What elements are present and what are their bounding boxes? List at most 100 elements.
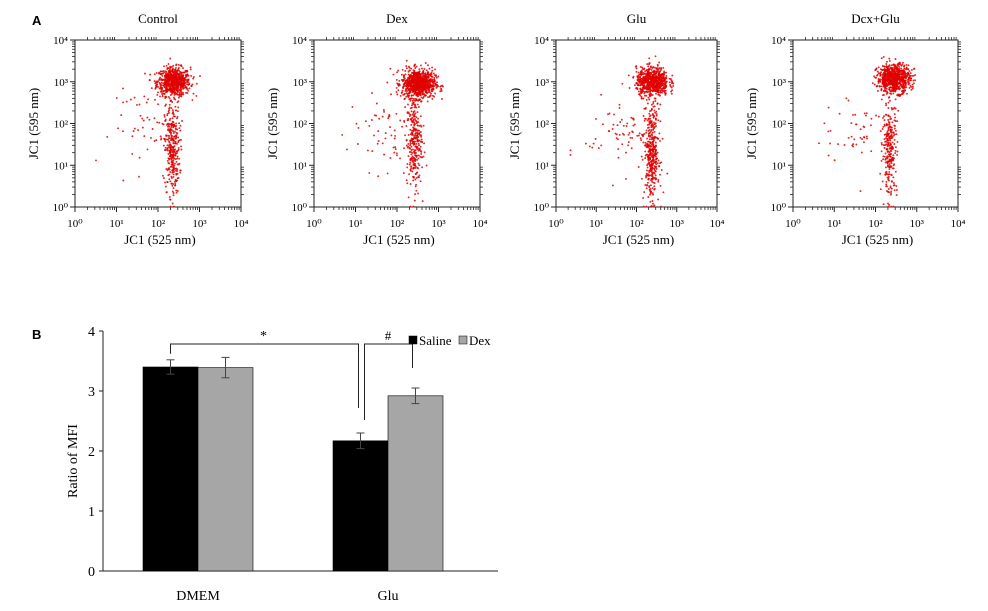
scatter-point: [175, 66, 177, 69]
scatter-point: [646, 164, 649, 167]
scatter-point: [394, 134, 397, 137]
scatter-point: [177, 63, 180, 66]
scatter-point: [398, 79, 401, 82]
scatter-point: [640, 133, 643, 136]
minor-ticks: [553, 37, 720, 210]
scatter-point: [626, 122, 629, 125]
scatter-point: [888, 59, 891, 62]
scatter-point: [660, 82, 663, 85]
scatter-point: [153, 140, 156, 142]
scatter-point: [164, 146, 167, 149]
scatter-point: [162, 92, 165, 95]
scatter-point: [422, 72, 425, 75]
scatter-point: [437, 75, 440, 78]
scatter-point: [641, 86, 644, 89]
scatter-point: [896, 150, 899, 153]
scatter-point: [120, 114, 123, 117]
scatter-point: [888, 168, 891, 171]
scatter-point: [170, 82, 173, 85]
scatter-point: [410, 129, 413, 132]
scatter-point: [652, 155, 655, 158]
scatter-point: [894, 58, 897, 60]
scatter-point: [400, 73, 403, 76]
scatter-point: [420, 135, 423, 138]
minor-ticks: [311, 37, 483, 210]
x-tick-label: 10²: [629, 218, 644, 230]
scatter-point: [882, 125, 885, 128]
scatter-point: [894, 149, 897, 152]
scatter-point: [405, 82, 408, 85]
scatter-point: [886, 130, 889, 133]
scatter-point: [387, 117, 390, 120]
scatter-point: [150, 87, 153, 90]
scatter-point: [142, 119, 145, 122]
scatter-point: [162, 177, 165, 180]
scatter-point: [887, 119, 890, 121]
scatter-point: [885, 104, 888, 107]
scatter-point: [871, 82, 874, 85]
scatter-point: [175, 122, 178, 125]
scatter-point: [903, 72, 906, 75]
scatter-point: [631, 117, 634, 120]
scatter-point: [883, 65, 886, 68]
scatter-point: [900, 92, 903, 95]
scatter-point: [410, 165, 413, 168]
scatter-point: [409, 90, 412, 93]
scatter-point: [620, 118, 623, 121]
scatter-point: [414, 173, 417, 176]
scatter-point: [133, 96, 136, 99]
scatter-point: [888, 137, 891, 140]
x-tick-label: 10⁰: [785, 218, 801, 230]
scatter-point: [627, 141, 630, 143]
scatter-point: [890, 162, 893, 165]
scatter-point: [420, 86, 423, 89]
scatter-point: [650, 82, 653, 85]
scatter-point: [643, 81, 646, 83]
scatter-point: [649, 68, 651, 70]
scatter-point: [171, 85, 174, 88]
scatter-point: [892, 77, 895, 80]
scatter-point: [409, 142, 412, 145]
scatter-point: [404, 134, 407, 137]
scatter-point: [652, 100, 655, 103]
scatter-point: [161, 78, 164, 81]
scatter-point: [402, 78, 405, 81]
scatter-point: [157, 103, 159, 106]
scatter-point: [411, 104, 413, 107]
scatter-point: [172, 175, 175, 178]
scatter-point: [182, 91, 185, 94]
scatter-point: [894, 78, 897, 81]
scatter-point: [170, 107, 173, 110]
scatter-point: [178, 91, 181, 94]
scatter-point: [165, 86, 168, 89]
scatter-point: [165, 103, 167, 106]
scatter-point: [408, 69, 411, 72]
scatter-point: [883, 119, 886, 122]
scatter-point: [406, 90, 408, 93]
scatter-point: [159, 76, 162, 79]
scatter-point: [413, 152, 416, 155]
scatter-point: [407, 88, 410, 91]
scatter-point: [178, 162, 181, 165]
scatter-point: [637, 134, 640, 137]
scatter-point: [188, 87, 191, 90]
scatter-point: [441, 98, 443, 100]
scatter-point: [402, 172, 405, 175]
scatter-point: [887, 79, 890, 82]
scatter-point: [164, 181, 167, 184]
scatter-point: [912, 82, 915, 85]
scatter-point: [407, 70, 410, 73]
scatter-point: [171, 184, 174, 187]
scatter-point: [601, 123, 604, 126]
scatter-point: [410, 118, 413, 121]
scatter-point: [163, 71, 166, 74]
scatter-point: [630, 116, 633, 119]
scatter-point: [636, 134, 639, 137]
scatter-point: [413, 106, 416, 109]
scatter-point: [644, 141, 647, 144]
scatter-point: [421, 156, 423, 159]
scatter-point: [165, 64, 168, 67]
scatter-point: [650, 80, 653, 83]
scatter-point: [654, 100, 657, 102]
scatter-point: [414, 118, 416, 120]
